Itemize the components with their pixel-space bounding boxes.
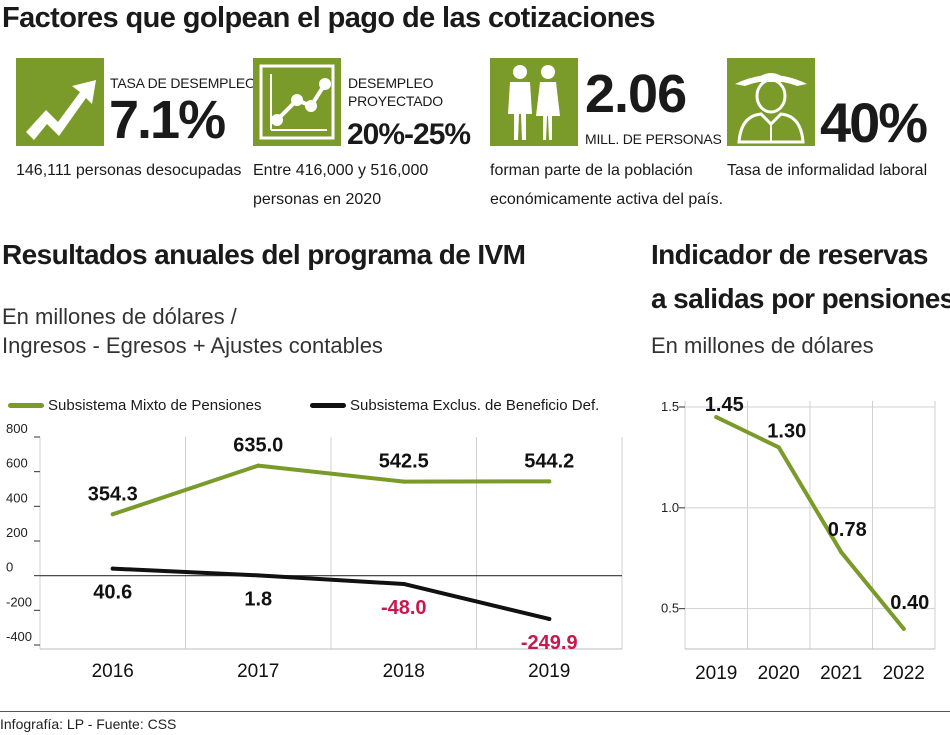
- farmer-icon: [727, 58, 815, 146]
- kpi-desc: 146,111 personas desocupadas: [16, 162, 242, 179]
- data-point: [547, 479, 552, 484]
- data-label: 0.40: [890, 592, 929, 614]
- y-tick-label: 600: [6, 456, 28, 471]
- ivm-title: Resultados anuales del programa de IVM: [2, 239, 526, 270]
- data-label: 0.78: [828, 519, 867, 541]
- y-tick-label: 200: [6, 525, 28, 540]
- legend-item: Subsistema Mixto de Pensiones: [8, 397, 261, 414]
- data-point: [401, 479, 406, 484]
- kpi-desc: forman parte de la población: [490, 162, 693, 179]
- data-point: [901, 626, 906, 631]
- reservas-title: a salidas por pensiones: [651, 283, 950, 314]
- line-chart-icon: [253, 58, 341, 146]
- data-point: [110, 566, 115, 571]
- data-label: 544.2: [524, 450, 574, 472]
- data-label: 542.5: [379, 451, 429, 473]
- data-label: -249.9: [521, 632, 578, 654]
- ivm-subtitle: Ingresos - Egresos + Ajustes contables: [2, 333, 383, 358]
- y-tick-label: 1.0: [661, 500, 679, 515]
- series-line: [110, 566, 552, 621]
- data-point: [256, 463, 261, 468]
- data-point: [714, 415, 719, 420]
- x-tick-label: 2017: [237, 661, 279, 682]
- x-tick-label: 2019: [528, 661, 570, 682]
- kpi-label: TASA DE DESEMPLEO: [110, 75, 256, 91]
- trend-up-icon: [16, 58, 104, 146]
- kpi-value: 2.06: [585, 64, 687, 124]
- kpi-value: 20%-25%: [347, 118, 471, 151]
- x-tick-label: 2020: [758, 663, 800, 684]
- kpi-desc: Tasa de informalidad laboral: [727, 162, 928, 179]
- x-tick-label: 2019: [695, 663, 737, 684]
- legend-item: Subsistema Exclus. de Beneficio Def.: [310, 397, 599, 414]
- reservas-title: Indicador de reservas: [651, 239, 928, 270]
- y-tick-label: 0.5: [661, 601, 679, 616]
- x-tick-label: 2016: [92, 661, 134, 682]
- page-title: Factores que golpean el pago de las coti…: [2, 2, 655, 34]
- people-icon: [490, 58, 578, 146]
- x-tick-label: 2018: [383, 661, 425, 682]
- data-label: 1.30: [767, 420, 806, 442]
- kpi-desc: personas en 2020: [253, 191, 382, 208]
- data-label: -48.0: [381, 597, 427, 619]
- data-point: [839, 550, 844, 555]
- footer-credits: Infografía: LP - Fuente: CSS: [0, 716, 177, 732]
- y-tick-label: 400: [6, 490, 28, 505]
- kpi-desc: Entre 416,000 y 516,000: [253, 162, 429, 179]
- data-point: [110, 512, 115, 517]
- y-tick-label: 800: [6, 421, 28, 436]
- series-line: [714, 415, 906, 631]
- ivm-line-chart: 800 600 400 200 0 -200 -400 2016 2017 2018 2019 354…: [6, 421, 623, 682]
- ivm-subtitle: En millones de dólares /: [2, 304, 237, 329]
- kpi-label: DESEMPLEO PROYECTADO: [348, 75, 443, 109]
- legend-label: Subsistema Exclus. de Beneficio Def.: [350, 397, 600, 414]
- kpi-desc: económicamente activa del país.: [490, 191, 724, 208]
- y-tick-label: 1.5: [661, 399, 679, 414]
- kpi-value: 7.1%: [109, 90, 226, 150]
- kpi-label: MILL. DE PERSONAS: [585, 131, 722, 147]
- data-point: [547, 616, 552, 621]
- x-tick-label: 2021: [820, 663, 862, 684]
- legend-swatch: [8, 403, 44, 408]
- data-label: 1.8: [244, 588, 272, 610]
- y-tick-label: 0: [6, 560, 13, 575]
- data-label: 354.3: [88, 483, 138, 505]
- data-label: 635.0: [233, 435, 283, 457]
- series-line: [110, 463, 552, 517]
- data-point: [256, 573, 261, 578]
- data-point: [776, 445, 781, 450]
- x-tick-label: 2022: [883, 663, 925, 684]
- legend-swatch: [310, 403, 346, 408]
- data-label: 40.6: [93, 582, 132, 604]
- reservas-line-chart: 1.5 1.0 0.5 2019 2020 2021 2022 1.45 1.30 0.78 0.4…: [661, 394, 936, 684]
- footer-divider: [0, 711, 950, 712]
- y-tick-label: -200: [6, 594, 32, 609]
- legend-label: Subsistema Mixto de Pensiones: [48, 397, 262, 414]
- data-point: [401, 581, 406, 586]
- kpi-value: 40%: [820, 91, 928, 154]
- reservas-subtitle: En millones de dólares: [651, 333, 874, 358]
- data-label: 1.45: [705, 394, 744, 416]
- y-tick-label: -400: [6, 629, 32, 644]
